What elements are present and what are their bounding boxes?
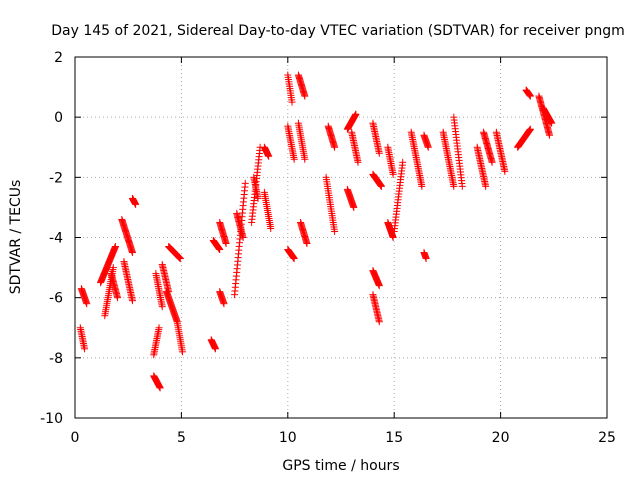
data-point — [211, 345, 219, 353]
data-point — [222, 240, 230, 248]
data-point — [114, 294, 122, 302]
data-point — [290, 155, 298, 163]
x-axis-label: GPS time / hours — [282, 458, 399, 474]
y-tick-label: 2 — [54, 50, 63, 66]
data-point — [128, 249, 136, 257]
y-axis-label: SDTVAR / TECUs — [8, 180, 24, 295]
x-tick-label: 0 — [71, 430, 80, 446]
data-point — [216, 246, 224, 254]
x-tick-labels: 0 5 10 15 20 25 — [71, 430, 616, 446]
data-points — [76, 71, 556, 392]
data-point — [132, 200, 140, 208]
data-point — [290, 255, 298, 263]
data-point — [354, 158, 362, 166]
chart-title: Day 145 of 2021, Sidereal Day-to-day VTE… — [51, 23, 625, 39]
data-point — [389, 234, 397, 241]
data-point — [128, 297, 136, 305]
data-point — [155, 324, 163, 332]
data-point — [458, 182, 466, 190]
data-point — [546, 131, 554, 139]
data-point — [375, 282, 383, 290]
x-tick-label: 10 — [279, 430, 297, 446]
data-point — [158, 303, 166, 311]
data-point — [482, 182, 490, 190]
data-point — [399, 158, 407, 166]
y-tick-label: -10 — [40, 411, 63, 427]
data-point — [389, 170, 397, 178]
data-point — [377, 182, 385, 190]
y-tick-labels: -10 -8 -6 -4 -2 0 2 — [40, 50, 63, 427]
data-point — [176, 255, 184, 263]
data-point — [301, 155, 309, 163]
data-point — [265, 152, 273, 160]
data-point — [424, 143, 432, 151]
data-point — [178, 348, 186, 356]
data-point — [418, 182, 426, 190]
data-point — [526, 125, 534, 133]
x-tick-label: 5 — [177, 430, 186, 446]
y-tick-label: 0 — [54, 110, 63, 126]
x-tick-label: 20 — [492, 430, 510, 446]
data-point — [450, 182, 458, 190]
data-point — [303, 240, 311, 248]
data-point — [331, 227, 339, 235]
data-point — [375, 149, 383, 157]
data-point — [352, 110, 360, 118]
data-point — [301, 92, 309, 100]
data-point — [239, 234, 247, 241]
data-point — [526, 92, 534, 100]
data-point — [156, 384, 164, 392]
data-point — [267, 224, 275, 232]
data-point — [83, 300, 91, 308]
y-tick-label: -6 — [49, 291, 63, 307]
data-point — [501, 167, 509, 175]
data-point — [422, 255, 430, 263]
x-tick-label: 15 — [385, 430, 403, 446]
data-point — [81, 345, 89, 353]
x-tick-label: 25 — [598, 430, 616, 446]
data-point — [241, 179, 249, 187]
data-point — [548, 119, 556, 127]
data-point — [350, 203, 358, 211]
y-tick-label: -2 — [49, 170, 63, 186]
data-point — [254, 194, 262, 202]
data-point — [288, 98, 296, 106]
data-point — [375, 318, 383, 326]
data-point — [331, 143, 339, 151]
y-tick-label: -8 — [49, 351, 63, 367]
y-tick-label: -4 — [49, 231, 63, 247]
data-point — [488, 158, 496, 166]
data-point — [111, 243, 119, 251]
axis-ticks — [74, 56, 608, 419]
data-point — [109, 264, 117, 272]
data-point — [220, 300, 228, 308]
